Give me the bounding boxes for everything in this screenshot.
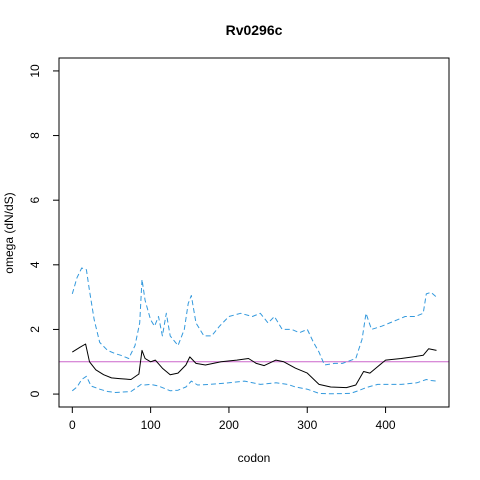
chart-title: Rv0296c [226,22,283,38]
y-tick-label: 0 [28,390,42,397]
plot-frame [58,57,450,408]
y-tick-label: 8 [28,132,42,139]
y-axis-label: omega (dN/dS) [2,192,16,273]
x-tick-label: 300 [297,418,317,432]
x-tick-label: 400 [376,418,396,432]
y-tick-label: 6 [28,197,42,204]
upper-bound-line [71,267,437,366]
axis-ticks: 0 100 200 300 400 0 2 4 6 8 10 [28,64,396,432]
x-tick-label: 0 [69,418,76,432]
y-tick-label: 4 [28,261,42,268]
y-tick-label: 10 [28,64,42,78]
lower-bound-line [71,375,437,395]
series-layer [59,267,449,395]
x-axis-label: codon [238,451,271,465]
x-tick-label: 100 [141,418,161,432]
x-tick-label: 200 [219,418,239,432]
y-tick-label: 2 [28,326,42,333]
omega-estimate-line [72,343,437,389]
